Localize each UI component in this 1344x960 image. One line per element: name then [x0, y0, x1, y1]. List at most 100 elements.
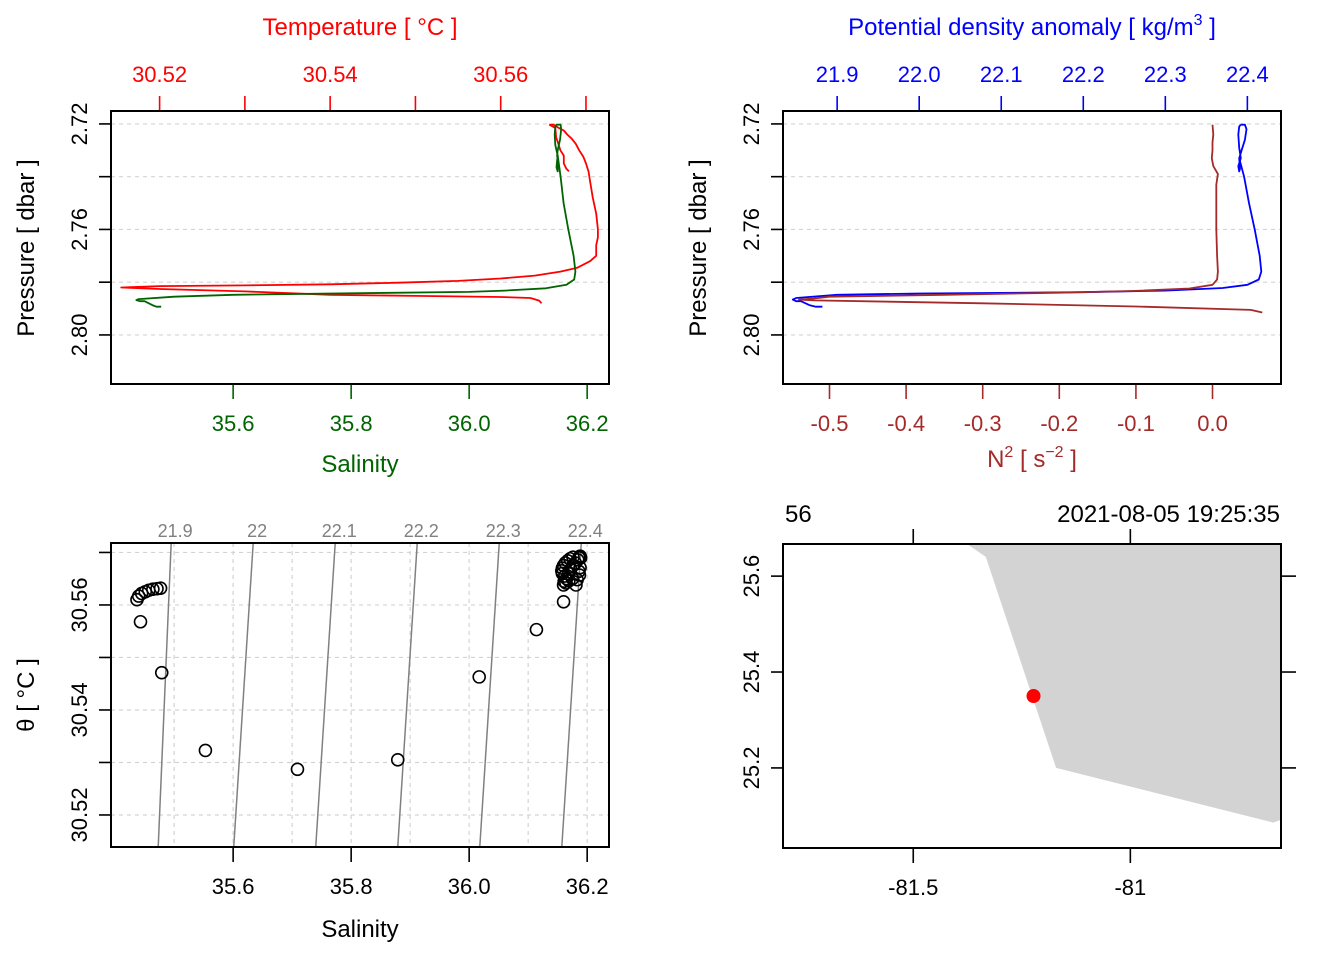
scatter-points [130, 549, 588, 777]
y-tick-label: 2.76 [739, 208, 764, 251]
data-point [529, 622, 544, 637]
station-dot [1026, 689, 1041, 703]
bottom-axis-title: N2 [ s−2 ] [987, 444, 1077, 473]
bottom-axis-title-sup2: −2 [1045, 444, 1063, 461]
y-tick-label: 2.80 [739, 314, 764, 357]
top-tick-label: 22.3 [1144, 62, 1187, 87]
isopycnal-label: 22.1 [322, 521, 357, 541]
y-tick-label: 2.76 [67, 208, 92, 251]
series-line [791, 157, 1263, 308]
bottom-tick-label: -0.4 [887, 411, 925, 436]
left-axis-title: Pressure [ dbar ] [13, 159, 40, 336]
data-point [556, 595, 571, 609]
top-tick-label: 30.56 [473, 62, 528, 87]
isopycnal-label: 22 [247, 521, 267, 541]
bottom-tick-label: 36.2 [566, 411, 609, 436]
station-label: 56 [785, 501, 812, 528]
isopycnal-label: 22.2 [404, 521, 439, 541]
bottom-axis: -0.5 -0.4 -0.3 -0.2 -0.1 0.0 [811, 384, 1228, 436]
station-marker [1026, 689, 1041, 703]
isopycnal-label: 22.3 [486, 521, 521, 541]
bottom-tick-label: -0.1 [1117, 411, 1155, 436]
data-point [154, 665, 169, 680]
isopycnals: 21.9 22 22.1 22.2 22.3 22.4 [157, 521, 603, 848]
left-axis: 2.72 2.76 2.80 [739, 103, 783, 357]
land-shape [967, 544, 1281, 823]
data-point [290, 762, 305, 777]
data-point [153, 581, 168, 595]
top-axis: 21.9 22.0 22.1 22.2 22.3 22.4 [816, 62, 1269, 111]
x-tick-label: 36.0 [448, 874, 491, 899]
isopycnal-line [232, 542, 254, 848]
plot-frame [110, 542, 610, 848]
y-tick-label: 30.52 [67, 787, 92, 842]
top-axis-title-end: ] [1203, 14, 1216, 41]
lon-tick-label: -81 [1114, 875, 1146, 900]
bottom-tick-label: 36.0 [448, 411, 491, 436]
bottom-tick-label: -0.5 [811, 411, 849, 436]
left-axis-title: Pressure [ dbar ] [685, 159, 712, 336]
map-axes: -81.5 -81 25.2 25.4 25.6 [739, 529, 1296, 900]
panel-ts-profile: Temperature [ °C ] Pressure [ dbar ] Sal… [13, 14, 610, 478]
x-tick-label: 35.6 [212, 874, 255, 899]
left-axis: 2.72 2.76 2.80 [67, 103, 111, 357]
isopycnal-line [561, 542, 583, 848]
isopycnal-label: 22.4 [568, 521, 603, 541]
isopycnal-line [397, 542, 418, 848]
bottom-axis-title-end: ] [1064, 446, 1077, 473]
grid [111, 543, 609, 847]
lat-tick-label: 25.2 [739, 747, 764, 790]
y-tick-label: 30.54 [67, 682, 92, 737]
data-point [565, 571, 580, 586]
series-line [135, 155, 577, 308]
bottom-axis-title-sup: 2 [1004, 444, 1013, 461]
isopycnal-line [314, 542, 336, 848]
top-tick-label: 30.54 [303, 62, 358, 87]
data-point [198, 743, 213, 758]
series-line [798, 124, 1263, 314]
timestamp-label: 2021-08-05 19:25:35 [1057, 501, 1280, 528]
bottom-axis: 35.6 35.8 36.0 36.2 [212, 847, 609, 899]
top-axis-title-sup: 3 [1194, 12, 1203, 29]
top-axis-title: Temperature [ °C ] [263, 14, 458, 41]
top-tick-label: 22.4 [1226, 62, 1269, 87]
series-line [553, 123, 563, 173]
isopycnal-line [479, 542, 500, 848]
plot-frame [782, 110, 1282, 385]
data-point [566, 550, 580, 564]
plot-frame [110, 110, 610, 385]
top-axis: 30.52 30.54 30.56 [132, 62, 587, 111]
top-tick-label: 22.1 [980, 62, 1023, 87]
isopycnal-line [157, 542, 172, 848]
lon-tick-label: -81.5 [888, 875, 938, 900]
x-tick-label: 36.2 [566, 874, 609, 899]
isopycnal-label: 21.9 [158, 521, 193, 541]
series-line [1237, 123, 1248, 173]
left-axis: 30.52 30.54 30.56 [67, 551, 111, 843]
panel-map: 56 2021-08-05 19:25:35 -81.5 -81 25.2 25.4 2… [739, 501, 1296, 900]
top-tick-label: 22.2 [1062, 62, 1105, 87]
bottom-tick-label: 35.8 [330, 411, 373, 436]
panel-density-profile: Potential density anomaly [ kg/m3 ] Pres… [685, 12, 1282, 473]
grid [111, 123, 609, 336]
lat-tick-label: 25.4 [739, 651, 764, 694]
series-lines [120, 123, 599, 308]
bottom-axis-title: Salinity [321, 916, 398, 943]
bottom-tick-label: -0.2 [1040, 411, 1078, 436]
bottom-axis-title: Salinity [321, 451, 398, 478]
top-axis-title: Potential density anomaly [ kg/m3 ] [848, 12, 1216, 41]
panel-ts-diagram: θ [ °C ] Salinity 21.9 22 22.1 22.2 22.3 22.4… [13, 521, 610, 943]
y-tick-label: 2.72 [739, 103, 764, 146]
x-tick-label: 35.8 [330, 874, 373, 899]
y-tick-label: 2.72 [67, 103, 92, 146]
lat-tick-label: 25.6 [739, 555, 764, 598]
bottom-tick-label: 0.0 [1197, 411, 1228, 436]
y-tick-label: 2.80 [67, 314, 92, 357]
top-tick-label: 30.52 [132, 62, 187, 87]
top-tick-label: 21.9 [816, 62, 859, 87]
data-point [390, 753, 405, 767]
bottom-axis: 35.6 35.8 36.0 36.2 [212, 384, 609, 436]
top-axis-title-main: Potential density anomaly [ kg/m [848, 14, 1194, 41]
bottom-axis-title-mid: [ s [1013, 446, 1045, 473]
